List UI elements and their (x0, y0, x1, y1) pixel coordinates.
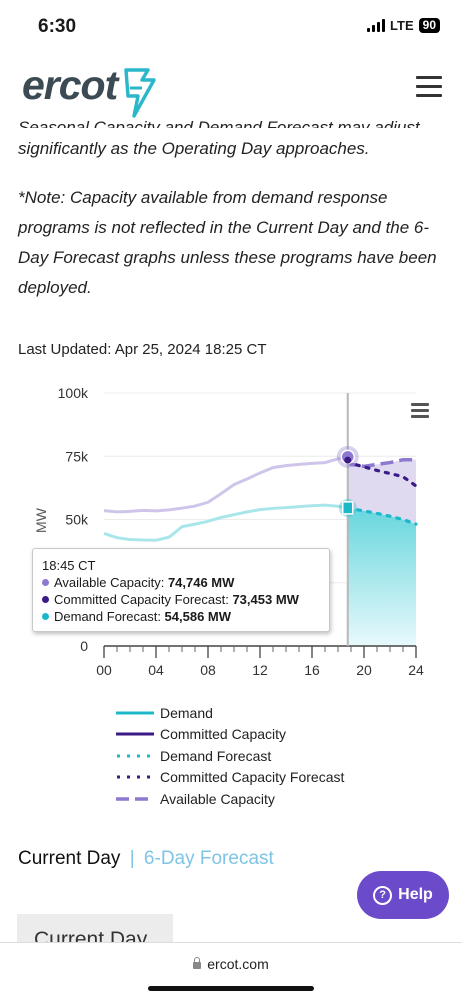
tooltip-value: 73,453 MW (232, 592, 299, 607)
tooltip-row-available: Available Capacity: 74,746 MW (42, 574, 329, 591)
status-time: 6:30 (38, 16, 77, 37)
tooltip-row-committed: Committed Capacity Forecast: 73,453 MW (42, 591, 329, 608)
dotted-line-icon (117, 754, 154, 758)
legend-label: Demand Forecast (160, 747, 272, 764)
tab-6-day-forecast[interactable]: 6-Day Forecast (143, 848, 274, 869)
dashed-line-icon (116, 797, 154, 801)
x-tick-label: 00 (96, 662, 112, 678)
tooltip-value: 74,746 MW (167, 575, 235, 590)
y-tick-label: 75k (65, 448, 89, 464)
tooltip-label: Committed Capacity Forecast: (54, 592, 233, 607)
tooltip-row-demand: Demand Forecast: 54,586 MW (42, 608, 329, 625)
committed-marker (344, 456, 352, 464)
capacity-demand-chart[interactable]: 025k50k75k100kMW00040812162024 (0, 378, 462, 688)
status-indicators: LTE 90 (367, 18, 440, 33)
battery-icon: 90 (418, 18, 440, 33)
chart-tooltip: 18:45 CT Available Capacity: 74,746 MW C… (32, 548, 330, 632)
site-header: ercot (0, 56, 462, 120)
demand-dot-icon (42, 613, 49, 620)
tooltip-value: 54,586 MW (164, 609, 232, 624)
tooltip-time: 18:45 CT (42, 558, 96, 573)
y-tick-label: 0 (80, 638, 88, 654)
x-tick-label: 08 (200, 662, 216, 678)
signal-icon (367, 19, 386, 32)
main-content: Seasonal Capacity and Demand Forecast ma… (18, 118, 448, 303)
solid-line-icon (116, 732, 154, 736)
operating-day-text: significantly as the Operating Day appro… (18, 139, 370, 158)
legend-item-committed-forecast[interactable]: Committed Capacity Forecast (116, 767, 344, 789)
tooltip-label: Demand Forecast: (54, 609, 165, 624)
x-tick-label: 24 (408, 662, 424, 678)
legend-label: Committed Capacity (160, 726, 287, 743)
legend-item-committed[interactable]: Committed Capacity (116, 724, 344, 746)
committed-dot-icon (42, 596, 49, 603)
x-tick-label: 16 (304, 662, 320, 678)
legend-item-demand-forecast[interactable]: Demand Forecast (116, 745, 344, 767)
logo-bolt-icon (124, 68, 156, 118)
hamburger-menu-icon[interactable] (416, 76, 442, 98)
status-bar: 6:30 LTE 90 (0, 0, 462, 56)
dotted-line-icon (117, 775, 154, 779)
x-tick-label: 20 (356, 662, 372, 678)
solid-line-icon (116, 711, 154, 715)
url-text: ercot.com (207, 956, 269, 972)
available-capacity-area (347, 456, 416, 525)
chart-menu-icon[interactable] (411, 403, 429, 421)
legend-item-demand[interactable]: Demand (116, 702, 344, 724)
lock-icon (193, 957, 202, 969)
demand-forecast-area (347, 507, 416, 646)
browser-url-bar[interactable]: ercot.com (0, 942, 462, 1001)
help-button[interactable]: ? Help (357, 871, 449, 919)
home-indicator (148, 986, 314, 991)
demand-marker (342, 501, 354, 515)
chart-legend: Demand Committed Capacity Demand Forecas… (116, 702, 344, 810)
y-tick-label: 50k (65, 512, 89, 528)
available-capacity-forecast-line (346, 456, 416, 469)
demand-line (103, 503, 349, 542)
tooltip-label: Available Capacity: (54, 575, 168, 590)
tab-separator: | (129, 848, 135, 869)
network-label: LTE (390, 18, 414, 33)
last-updated: Last Updated: Apr 25, 2024 18:25 CT (18, 341, 267, 358)
tab-current-day[interactable]: Current Day (18, 848, 121, 869)
url-display: ercot.com (0, 956, 462, 972)
legend-label: Demand (160, 704, 213, 721)
logo-text: ercot (22, 62, 118, 108)
question-icon: ? (373, 885, 393, 905)
available-capacity-line (103, 455, 349, 514)
legend-label: Available Capacity (160, 790, 275, 807)
y-tick-label: 100k (58, 385, 89, 401)
legend-item-available[interactable]: Available Capacity (116, 788, 344, 810)
help-label: Help (398, 886, 433, 903)
partial-text-line: Seasonal Capacity and Demand Forecast ma… (18, 118, 420, 128)
y-axis-label: MW (33, 507, 49, 533)
available-dot-icon (42, 579, 49, 586)
legend-label: Committed Capacity Forecast (160, 769, 345, 786)
x-tick-label: 12 (252, 662, 268, 678)
x-tick-label: 04 (148, 662, 164, 678)
forecast-tabs: Current Day | 6-Day Forecast (18, 848, 274, 870)
demand-response-note: *Note: Capacity available from demand re… (18, 188, 437, 297)
ercot-logo[interactable]: ercot (22, 62, 172, 122)
